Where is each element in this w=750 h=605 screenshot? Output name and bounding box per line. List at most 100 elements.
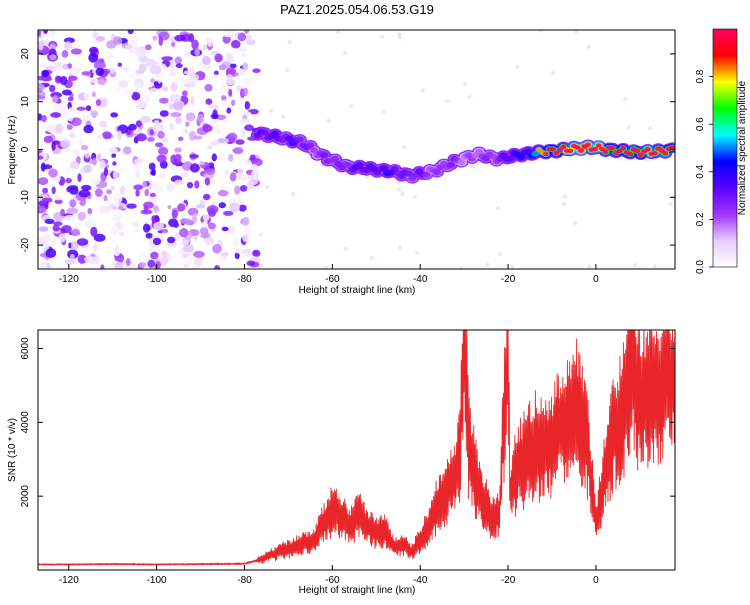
noise-blob	[53, 221, 63, 226]
noise-blob	[200, 233, 210, 239]
noise-blob	[195, 204, 206, 209]
noise-blob	[42, 187, 49, 194]
noise-blob	[227, 225, 236, 235]
noise-blob	[249, 154, 256, 161]
noise-blob	[538, 30, 543, 33]
noise-blob	[561, 202, 566, 207]
noise-blob	[245, 39, 256, 46]
noise-blob	[53, 62, 64, 69]
noise-blob	[118, 167, 125, 172]
noise-blob	[54, 195, 62, 201]
noise-blob	[66, 124, 73, 130]
noise-blob	[70, 254, 75, 259]
ridge-cell	[506, 155, 515, 162]
x-tick-label: -120	[59, 575, 79, 586]
noise-blob	[155, 142, 164, 148]
noise-blob	[222, 30, 234, 38]
ridge-cell	[662, 151, 669, 156]
ridge-cell	[620, 145, 627, 151]
noise-blob	[208, 104, 220, 109]
x-tick-label: 0	[593, 575, 599, 586]
x-tick-label: -20	[501, 575, 516, 586]
noise-blob	[498, 252, 503, 256]
noise-blob	[95, 99, 102, 107]
noise-blob	[183, 70, 195, 75]
noise-blob	[380, 34, 385, 39]
noise-blob	[144, 116, 151, 121]
noise-blob	[112, 169, 119, 180]
noise-blob	[95, 188, 103, 198]
noise-blob	[364, 175, 369, 180]
noise-blob	[281, 114, 286, 119]
noise-blob	[238, 204, 247, 212]
colorbar-tick-label: 0.2	[695, 212, 706, 226]
ridge-cell	[669, 145, 675, 150]
noise-blob	[191, 213, 198, 223]
ridge-cell	[578, 148, 584, 153]
noise-blob	[648, 126, 653, 131]
ridge-cell	[432, 169, 441, 176]
ridge-cell	[320, 152, 329, 159]
noise-blob	[117, 205, 124, 210]
ridge-cell	[404, 170, 413, 177]
noise-blob	[110, 225, 119, 236]
noise-blob	[133, 158, 145, 164]
colorbar-tick-label: 0.4	[695, 164, 706, 178]
noise-blob	[101, 131, 112, 139]
noise-blob	[470, 164, 475, 169]
noise-blob	[143, 223, 150, 233]
noise-blob	[100, 264, 105, 269]
noise-blob	[139, 261, 147, 269]
noise-blob	[96, 153, 102, 162]
noise-blob	[227, 132, 238, 142]
chart-title: PAZ1.2025.054.06.53.G19	[280, 2, 434, 17]
noise-blob	[156, 56, 163, 61]
x-tick-label: -60	[325, 575, 340, 586]
noise-blob	[114, 245, 119, 254]
noise-blob	[175, 63, 183, 69]
noise-blob	[55, 123, 64, 132]
snr-frame	[37, 329, 676, 571]
noise-blob	[161, 250, 168, 260]
ridge-cell	[609, 145, 616, 151]
noise-blob	[62, 63, 69, 70]
noise-blob	[124, 44, 133, 49]
noise-blob	[81, 184, 92, 191]
noise-blob	[231, 99, 236, 107]
snr-x-axis-label: Height of straight line (km)	[299, 585, 416, 596]
noise-blob	[193, 135, 203, 140]
noise-blob	[70, 117, 82, 127]
noise-blob	[232, 147, 244, 155]
noise-blob	[186, 182, 194, 189]
noise-blob	[204, 236, 215, 246]
noise-blob	[586, 45, 591, 49]
noise-blob	[92, 157, 97, 166]
noise-blob	[551, 70, 556, 75]
noise-blob	[91, 91, 96, 98]
noise-blob	[69, 186, 79, 195]
noise-blob	[69, 161, 80, 170]
colorbar-tick-label: 0.8	[695, 69, 706, 83]
noise-blob	[185, 112, 196, 122]
noise-blob	[59, 75, 68, 86]
noise-blob	[112, 193, 123, 204]
noise-blob	[175, 116, 182, 125]
noise-blob	[103, 194, 108, 202]
noise-blob	[214, 123, 219, 133]
noise-blob	[159, 97, 169, 104]
noise-blob	[61, 50, 69, 58]
noise-blob	[150, 182, 160, 189]
snr-y-ticks: 2000 4000 6000	[20, 337, 675, 507]
ridge-cell	[517, 154, 526, 161]
noise-blob	[181, 90, 188, 97]
noise-blob	[171, 209, 178, 219]
noise-blob	[156, 154, 167, 163]
noise-blob	[259, 263, 264, 268]
noise-blob	[142, 180, 147, 188]
ridge-cell	[637, 152, 644, 157]
noise-blob	[124, 89, 133, 97]
x-tick-label: -80	[237, 575, 252, 586]
x-tick-label: -100	[147, 274, 167, 285]
ridge-cell	[556, 147, 563, 153]
